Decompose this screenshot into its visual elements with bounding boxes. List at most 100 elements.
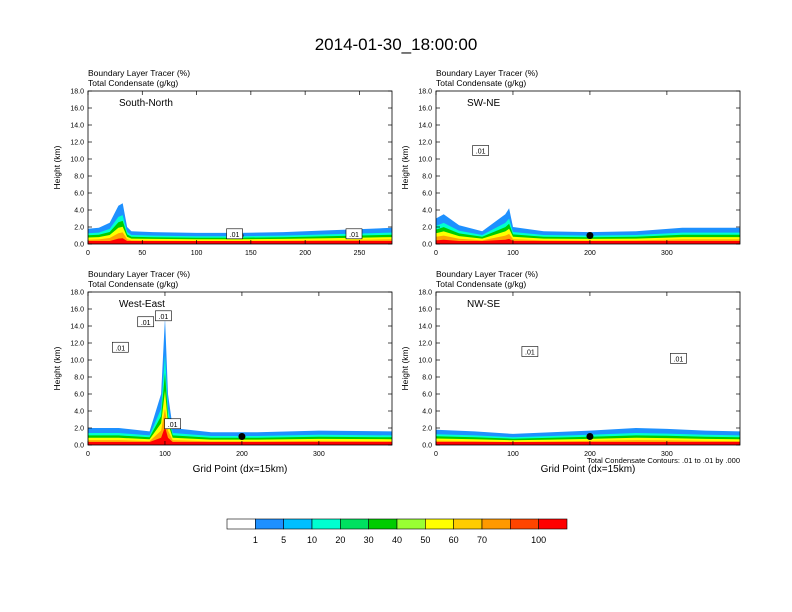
x-tick-label: 0: [434, 451, 438, 458]
panel-west-east: .01 .01 .01 .01 0.0 2.0 4.0 6.0 8.0 10.0 12.0 14.0 1…: [52, 269, 393, 475]
colorbar-tick-label: 70: [477, 535, 487, 545]
tracer-band-1: [88, 317, 392, 445]
y-tick-label: 8.0: [74, 174, 84, 181]
tracer-band-6: [436, 238, 740, 244]
tracer-band-1: [88, 203, 392, 244]
y-tick-label: 18.0: [70, 290, 84, 297]
y-tick-label: 0.0: [74, 242, 84, 249]
contour-label: .01: [674, 356, 684, 363]
plot-area: .01 .01: [436, 346, 740, 445]
y-tick-label: 14.0: [418, 324, 432, 331]
y-tick-label: 16.0: [418, 106, 432, 113]
x-axis-label: Grid Point (dx=15km): [193, 464, 288, 475]
contour-label: .01: [230, 232, 240, 239]
x-tick-label: 200: [584, 451, 596, 458]
y-tick-label: 4.0: [74, 208, 84, 215]
tracer-band-4: [88, 226, 392, 244]
y-tick-label: 14.0: [70, 123, 84, 130]
colorbar-swatch: [283, 518, 313, 530]
x-tick-label: 0: [86, 451, 90, 458]
colorbar-swatch: [226, 518, 256, 530]
colorbar-swatch: [340, 518, 369, 530]
x-tick-label: 250: [354, 250, 366, 257]
y-axis-label: Height (km): [400, 346, 410, 390]
y-tick-label: 0.0: [74, 443, 84, 450]
y-tick-label: 4.0: [74, 409, 84, 416]
y-tick-label: 6.0: [422, 191, 432, 198]
panel-south-north: .01 .01 0.0 2.0 4.0 6.0 8.0 10.0 12.0 14.0 16.0 18.…: [52, 68, 393, 257]
x-tick-label: 0: [86, 250, 90, 257]
colorbar-swatch: [311, 518, 341, 530]
surface-marker: [586, 232, 594, 239]
y-tick-label: 12.0: [70, 140, 84, 147]
contour-label-box: [112, 341, 129, 353]
contour-label-box: [137, 316, 155, 328]
y-tick-label: 0.0: [422, 443, 432, 450]
colorbar: 1 5 10 20 30 40 50 60 70 100: [226, 518, 568, 545]
colorbar-tick-label: 30: [364, 535, 374, 545]
panel-nw-se: .01 .01 0.0 2.0 4.0 6.0 8.0 10.0 12.0 14.0 16.0 18.…: [400, 269, 741, 475]
colorbar-tick-label: 10: [307, 535, 317, 545]
x-tick-label: 200: [299, 250, 311, 257]
contour-label-box: [164, 418, 181, 430]
plot-area: .01: [436, 145, 740, 244]
subtitle-condensate: Total Condensate (g/kg): [436, 279, 526, 289]
contour-label-box: [472, 145, 489, 156]
y-tick-label: 4.0: [422, 409, 432, 416]
y-tick-label: 14.0: [70, 324, 84, 331]
plot-area: .01 .01 .01 .01: [88, 310, 392, 445]
x-axis-label: Grid Point (dx=15km): [541, 464, 636, 475]
colorbar-tick-label: 20: [335, 535, 345, 545]
colorbar-swatch: [453, 518, 483, 530]
y-tick-label: 4.0: [422, 208, 432, 215]
surface-marker: [586, 433, 594, 440]
contour-label-box: [345, 228, 363, 240]
contour-label: .01: [115, 345, 125, 352]
figure-title: 2014-01-30_18:00:00: [315, 35, 478, 54]
y-tick-label: 14.0: [418, 123, 432, 130]
panel-label: NW-SE: [467, 299, 500, 310]
colorbar-swatch: [368, 518, 398, 530]
contour-label: .01: [168, 422, 178, 429]
contour-label: .01: [525, 350, 535, 357]
contour-label-box: [155, 310, 172, 322]
y-tick-label: 16.0: [418, 307, 432, 314]
plot-frame: [87, 291, 393, 446]
x-tick-label: 100: [191, 250, 203, 257]
y-tick-label: 2.0: [422, 225, 432, 232]
tracer-band-3: [88, 220, 392, 244]
y-tick-label: 2.0: [74, 426, 84, 433]
y-tick-label: 18.0: [418, 89, 432, 96]
y-tick-label: 16.0: [70, 106, 84, 113]
y-tick-label: 6.0: [74, 191, 84, 198]
colorbar-swatch: [510, 518, 539, 530]
subtitle-tracer: Boundary Layer Tracer (%): [436, 68, 538, 78]
y-tick-label: 18.0: [418, 290, 432, 297]
y-tick-label: 2.0: [74, 225, 84, 232]
y-tick-label: 8.0: [74, 375, 84, 382]
panels: .01 .01 0.0 2.0 4.0 6.0 8.0 10.0 12.0 14.0 16.0 18.…: [52, 68, 741, 475]
subtitle-condensate: Total Condensate (g/kg): [88, 78, 178, 88]
plot-frame: [87, 90, 393, 245]
contour-label-box: [670, 352, 687, 364]
colorbar-swatch: [481, 518, 511, 530]
y-tick-label: 8.0: [422, 375, 432, 382]
subtitle-tracer: Boundary Layer Tracer (%): [436, 269, 538, 279]
y-tick-label: 10.0: [70, 358, 84, 365]
y-tick-label: 0.0: [422, 242, 432, 249]
colorbar-tick-label: 5: [281, 535, 286, 545]
panel-label: SW-NE: [467, 98, 500, 109]
y-tick-label: 10.0: [418, 358, 432, 365]
plot-area: .01 .01: [88, 203, 392, 244]
x-tick-label: 300: [661, 451, 673, 458]
y-axis-label: Height (km): [400, 145, 410, 189]
colorbar-tick-label: 1: [253, 535, 258, 545]
contour-label-box: [226, 228, 243, 240]
contour-label: .01: [141, 320, 151, 327]
contour-label: .01: [476, 149, 486, 156]
colorbar-tick-label: 60: [449, 535, 459, 545]
y-tick-label: 6.0: [74, 392, 84, 399]
subtitle-tracer: Boundary Layer Tracer (%): [88, 269, 190, 279]
panel-sw-ne: .01 0.0 2.0 4.0 6.0 8.0 10.0 12.0 14.0 16.0 18.0 0 1…: [400, 68, 741, 257]
tracer-band-6: [88, 426, 392, 445]
